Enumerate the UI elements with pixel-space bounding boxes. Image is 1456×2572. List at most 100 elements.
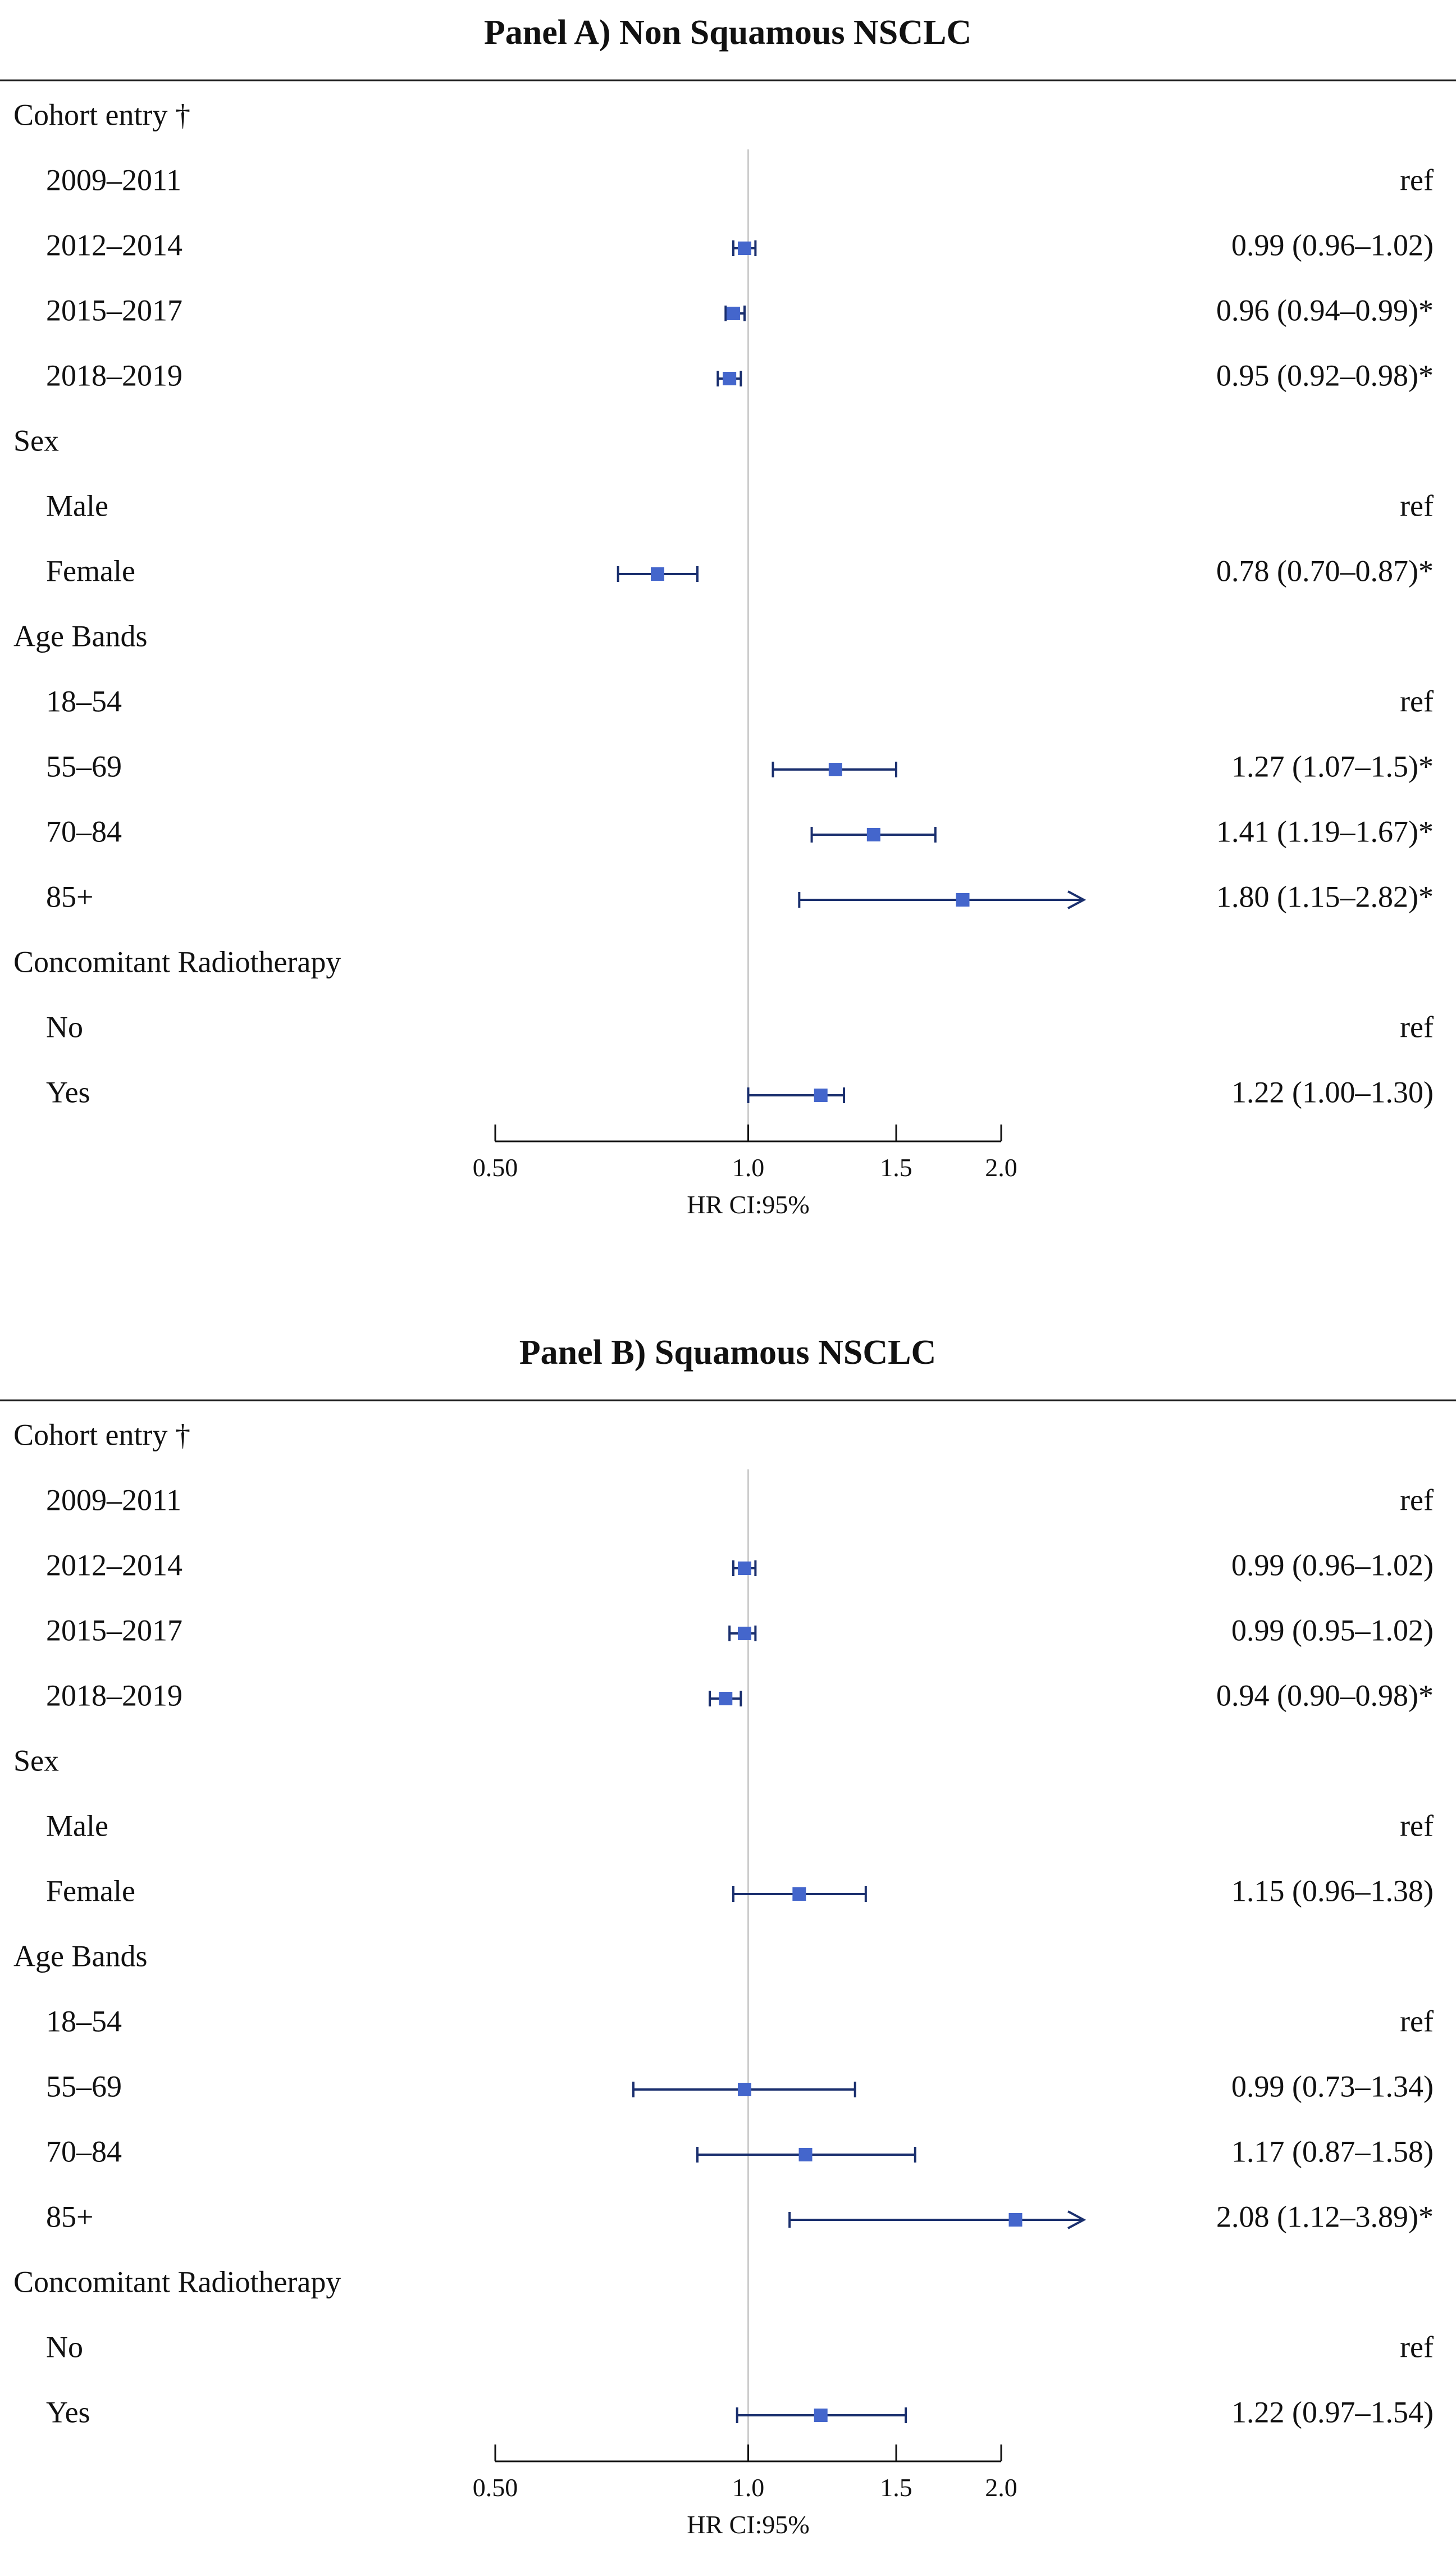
row-label: 85+ [46,880,93,913]
point-estimate [723,372,737,385]
x-tick-label: 0.50 [473,1153,518,1182]
row-label: 18–54 [46,2004,122,2038]
panel-a: Panel A) Non Squamous NSCLC Cohort entry … [0,13,1456,1219]
x-tick-label: 1.5 [880,1153,912,1182]
forest-row: 2012–2014 0.99 (0.96–1.02) [46,1548,1434,1582]
row-label: 2009–2011 [46,1483,181,1517]
point-estimate [814,1089,828,1102]
row-label: Female [46,1874,135,1908]
forest-row: Cohort entry † [13,1418,190,1451]
estimate-label: ref [1400,1809,1434,1842]
point-estimate [814,2409,828,2422]
row-label: 85+ [46,2200,93,2233]
forest-row: 2018–2019 0.95 (0.92–0.98)* [46,358,1434,392]
forest-row: Yes 1.22 (0.97–1.54) [46,2395,1434,2429]
point-estimate [798,2148,813,2161]
estimate-label: 1.27 (1.07–1.5)* [1231,749,1434,783]
estimate-label: 0.78 (0.70–0.87)* [1216,554,1434,588]
estimate-label: ref [1400,684,1434,718]
x-tick-label: 1.5 [880,2473,912,2502]
row-label: 55–69 [46,2069,122,2103]
group-header-label: Age Bands [13,619,147,653]
forest-row: Age Bands [13,1939,147,1973]
estimate-label: 1.80 (1.15–2.82)* [1216,880,1434,913]
estimate-label: 0.99 (0.95–1.02) [1231,1613,1434,1647]
panel-b: Panel B) Squamous NSCLC Cohort entry † 200… [0,1333,1456,2539]
panel-title: Panel A) Non Squamous NSCLC [484,13,971,52]
group-header-label: Age Bands [13,1939,147,1973]
estimate-label: 0.99 (0.96–1.02) [1231,228,1434,262]
group-header-label: Sex [13,1744,59,1777]
forest-row: 70–84 1.17 (0.87–1.58) [46,2134,1434,2168]
forest-row: 70–84 1.41 (1.19–1.67)* [46,814,1434,848]
estimate-label: 1.17 (0.87–1.58) [1231,2134,1434,2168]
estimate-label: 1.41 (1.19–1.67)* [1216,814,1434,848]
row-label: 2018–2019 [46,358,182,392]
forest-row: Sex [13,1744,59,1777]
forest-row: Male ref [46,1809,1434,1842]
row-label: 18–54 [46,684,122,718]
row-label: 70–84 [46,2134,122,2168]
x-axis: 0.50 1.0 1.5 2.0 HR CI:95% [473,1125,1017,1219]
point-estimate [866,828,880,841]
row-label: 2015–2017 [46,1613,182,1647]
estimate-label: ref [1400,1483,1434,1517]
ci-arrow-head [1067,2210,1087,2229]
row-label: Male [46,1809,108,1842]
estimate-label: 0.99 (0.96–1.02) [1231,1548,1434,1582]
forest-row: Concomitant Radiotherapy [13,2265,341,2298]
point-estimate [956,893,970,907]
point-estimate [726,307,740,320]
row-label: 2009–2011 [46,163,181,197]
forest-row: 2012–2014 0.99 (0.96–1.02) [46,228,1434,262]
point-estimate [792,1887,806,1901]
forest-row: Female 1.15 (0.96–1.38) [46,1874,1434,1908]
panels: Panel A) Non Squamous NSCLC Cohort entry … [0,13,1456,2539]
estimate-label: 1.15 (0.96–1.38) [1231,1874,1434,1908]
forest-row: Yes 1.22 (1.00–1.30) [46,1075,1434,1109]
row-label: Female [46,554,135,588]
x-tick-label: 0.50 [473,2473,518,2502]
group-header-label: Concomitant Radiotherapy [13,945,341,978]
forest-row: 18–54 ref [46,684,1434,718]
forest-row: Female 0.78 (0.70–0.87)* [46,554,1434,588]
forest-row: 2009–2011 ref [46,1483,1434,1517]
x-tick-label: 1.0 [732,2473,765,2502]
row-label: 2012–2014 [46,1548,182,1582]
x-tick-label: 2.0 [985,2473,1017,2502]
row-label: 2012–2014 [46,228,182,262]
group-header-label: Cohort entry † [13,98,190,131]
point-estimate [719,1692,733,1705]
point-estimate [737,2083,751,2096]
forest-row: Concomitant Radiotherapy [13,945,341,978]
row-label: 70–84 [46,814,122,848]
estimate-label: 0.99 (0.73–1.34) [1231,2069,1434,2103]
x-tick-label: 1.0 [732,1153,765,1182]
estimate-label: ref [1400,2330,1434,2364]
row-label: Male [46,489,108,522]
estimate-label: ref [1400,2004,1434,2038]
forest-row: 55–69 1.27 (1.07–1.5)* [46,749,1434,783]
point-estimate [737,1562,751,1575]
row-label: 2015–2017 [46,293,182,327]
x-axis-title: HR CI:95% [687,2510,810,2539]
panel-title: Panel B) Squamous NSCLC [519,1333,936,1372]
forest-row: Male ref [46,489,1434,522]
forest-row: No ref [46,1010,1434,1044]
forest-row: 2015–2017 0.96 (0.94–0.99)* [46,293,1434,327]
forest-row: 2018–2019 0.94 (0.90–0.98)* [46,1678,1434,1712]
x-axis: 0.50 1.0 1.5 2.0 HR CI:95% [473,2444,1017,2539]
forest-row: 85+ 1.80 (1.15–2.82)* [46,880,1434,913]
forest-row: 2015–2017 0.99 (0.95–1.02) [46,1613,1434,1647]
row-label: Yes [46,2395,90,2429]
group-header-label: Sex [13,424,59,457]
forest-row: 55–69 0.99 (0.73–1.34) [46,2069,1434,2103]
forest-row: 85+ 2.08 (1.12–3.89)* [46,2200,1434,2233]
estimate-label: 1.22 (1.00–1.30) [1231,1075,1434,1109]
forest-row: 2009–2011 ref [46,163,1434,197]
row-label: 2018–2019 [46,1678,182,1712]
point-estimate [828,763,842,776]
group-header-label: Concomitant Radiotherapy [13,2265,341,2298]
forest-row: Sex [13,424,59,457]
